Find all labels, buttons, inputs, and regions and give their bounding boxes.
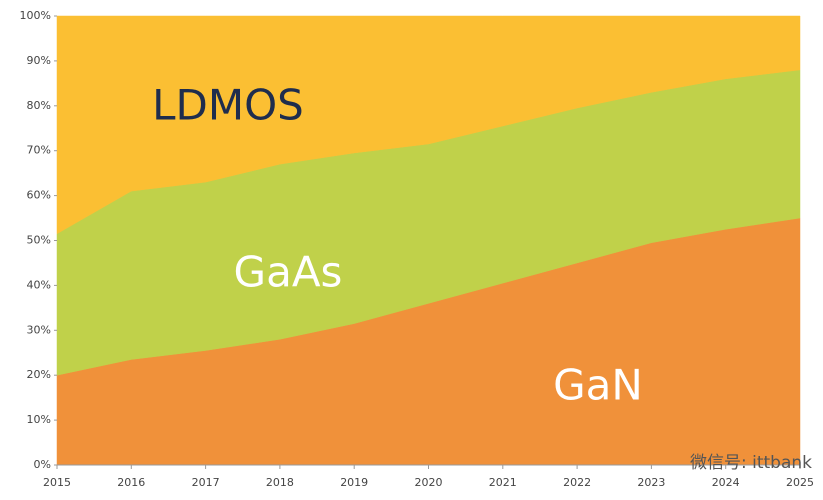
y-tick-label: 60% (27, 189, 51, 202)
x-tick-label: 2025 (786, 476, 814, 489)
watermark: 微信号: ittbank (690, 453, 812, 473)
x-tick-label: 2021 (489, 476, 517, 489)
y-tick-label: 80% (27, 99, 51, 112)
x-tick-label: 2023 (637, 476, 665, 489)
area (56, 15, 801, 235)
y-tick-label: 50% (27, 234, 51, 247)
series-label: GaN (553, 361, 643, 410)
x-tick-label: 2022 (563, 476, 591, 489)
y-tick-label: 10% (27, 413, 51, 426)
y-tick-label: 20% (27, 368, 51, 381)
y-tick-label: 40% (27, 278, 51, 291)
x-tick-label: 2024 (712, 476, 740, 489)
x-tick-label: 2016 (117, 476, 145, 489)
series-label: GaAs (234, 248, 343, 297)
y-tick-label: 70% (27, 144, 51, 157)
x-tick-label: 2017 (192, 476, 220, 489)
y-tick-label: 0% (34, 458, 51, 471)
series-label: LDMOS (152, 81, 304, 130)
x-tick-label: 2020 (415, 476, 443, 489)
y-tick-label: 100% (20, 9, 51, 22)
x-tick-label: 2018 (266, 476, 294, 489)
x-tick-label: 2015 (43, 476, 71, 489)
x-tick-label: 2019 (340, 476, 368, 489)
y-tick-label: 30% (27, 323, 51, 336)
y-tick-label: 90% (27, 54, 51, 67)
